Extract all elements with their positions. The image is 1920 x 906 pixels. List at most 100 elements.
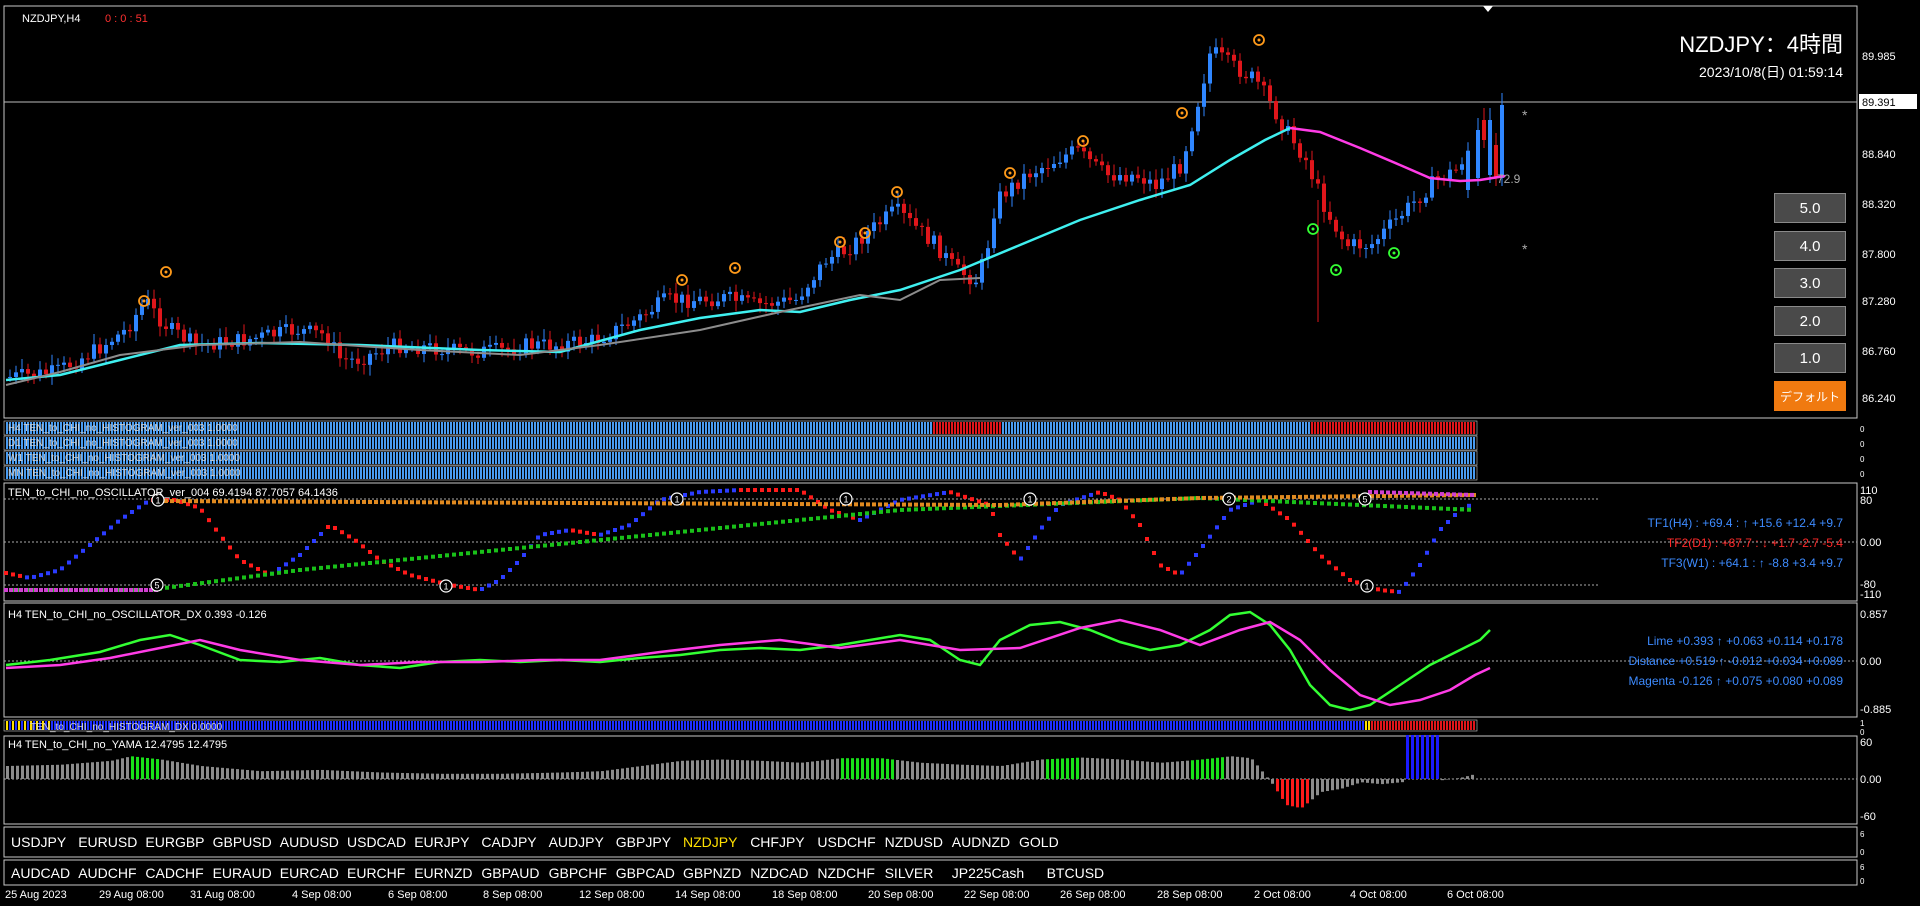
hist-cell [1272,422,1274,434]
symbol-button-cadchf[interactable]: CADCHF [145,865,203,881]
hist-cell [348,467,350,479]
hist-cell [399,422,401,434]
hist-cell [1434,437,1436,449]
scale-button-2[interactable]: 2.0 [1774,306,1846,336]
hdx-cell [720,721,722,730]
scale-button-1[interactable]: 1.0 [1774,343,1846,373]
yama-bar [921,762,924,779]
symbol-button-eurusd[interactable]: EURUSD [78,834,137,850]
hdx-cell [1128,721,1130,730]
symbol-button-gbpjpy[interactable]: GBPJPY [616,834,672,850]
symbol-button-gbpusd[interactable]: GBPUSD [213,834,272,850]
hist-cell [1119,437,1121,449]
hist-cell [969,467,971,479]
symbol-button-audusd[interactable]: AUDUSD [280,834,339,850]
scale-button-3[interactable]: 3.0 [1774,268,1846,298]
yama-bar [1066,758,1069,779]
default-button[interactable]: デフォルト [1774,381,1846,411]
hist-cell [1110,437,1112,449]
osc-dot [1334,566,1338,571]
symbol-button-eurcad[interactable]: EURCAD [280,865,339,881]
hist-cell [426,422,428,434]
symbol-button-jp225cash[interactable]: JP225Cash [952,865,1024,881]
dx-axis: -0.885 [1860,704,1891,716]
candlesticks[interactable] [8,37,1504,385]
osc-dot [1412,493,1416,498]
symbol-button-nzdjpy[interactable]: NZDJPY [683,834,738,850]
hist-cell [1431,467,1433,479]
symbol-button-audchf[interactable]: AUDCHF [78,865,136,881]
hist-cell [1191,467,1193,479]
symbol-button-eurchf[interactable]: EURCHF [347,865,405,881]
hist-cell [39,467,41,479]
symbol-button-nzdusd[interactable]: NZDUSD [885,834,943,850]
osc-dot [1271,506,1275,511]
symbol-button-eurnzd[interactable]: EURNZD [414,865,472,881]
hdx-cell [210,721,212,730]
hist-cell [393,452,395,464]
candle-body [728,291,732,295]
symbol-button-silver[interactable]: SILVER [885,865,934,881]
symbol-button-audcad[interactable]: AUDCAD [11,865,70,881]
symbol-button-usdcad[interactable]: USDCAD [347,834,406,850]
hist-cell [681,437,683,449]
hdx-cell [756,721,758,730]
symbol-button-chfjpy[interactable]: CHFJPY [750,834,805,850]
symbol-button-usdchf[interactable]: USDCHF [817,834,875,850]
hist-cell [666,452,668,464]
hist-cell [339,452,341,464]
hist-cell [330,422,332,434]
hist-cell [795,452,797,464]
symbol-button-nzdchf[interactable]: NZDCHF [817,865,875,881]
scale-button-4[interactable]: 4.0 [1774,231,1846,261]
symbol-button-audnzd[interactable]: AUDNZD [952,834,1010,850]
hist-cell [801,452,803,464]
hdx-cell [231,721,233,730]
symbol-button-gbpchf[interactable]: GBPCHF [549,865,607,881]
shift-marker-icon[interactable] [1483,6,1493,12]
hist-cell [1206,422,1208,434]
yama-panel [3,735,1858,825]
symbol-button-euraud[interactable]: EURAUD [213,865,272,881]
yama-bar [451,773,454,779]
hist-cell [930,422,932,434]
hist-cell [1230,437,1232,449]
hist-cell [171,437,173,449]
hdx-cell [240,721,242,730]
osc-dot [482,500,486,505]
symbol-button-eurjpy[interactable]: EURJPY [414,834,470,850]
osc-dot [585,539,589,544]
symbol-button-usdjpy[interactable]: USDJPY [11,834,67,850]
osc-marker-label: 1 [843,495,848,505]
symbol-button-audjpy[interactable]: AUDJPY [549,834,605,850]
hdx-cell [1332,721,1334,730]
hist-cell [51,452,53,464]
osc-dot [410,500,414,505]
hdx-cell [834,721,836,730]
chart-header-title: NZDJPY：4時間 [1679,32,1843,57]
osc-dot [970,497,974,502]
symbol-button-nzdcad[interactable]: NZDCAD [750,865,808,881]
candle-body [506,347,510,350]
osc-dot [1257,498,1261,503]
hist-cell [1392,452,1394,464]
symbol-button-btcusd[interactable]: BTCUSD [1047,865,1105,881]
hist-cell [1065,467,1067,479]
hist-cell [1263,452,1265,464]
yama-bar [1071,757,1074,779]
symbol-button-gbpnzd[interactable]: GBPNZD [683,865,741,881]
hdx-cell [9,721,11,730]
hist-cell [1113,422,1115,434]
hist-cell [1425,422,1427,434]
symbol-button-gbpcad[interactable]: GBPCAD [616,865,675,881]
scale-button-5[interactable]: 5.0 [1774,193,1846,223]
symbol-button-gold[interactable]: GOLD [1019,834,1059,850]
candle-body [566,340,570,352]
symbol-button-eurgbp[interactable]: EURGBP [145,834,204,850]
symbol-button-gbpaud[interactable]: GBPAUD [481,865,539,881]
symbol-button-cadjpy[interactable]: CADJPY [481,834,537,850]
hist-cell [1080,437,1082,449]
yama-bar [371,772,374,779]
yama-bar [1196,759,1199,779]
time-tick: 28 Sep 08:00 [1157,889,1222,901]
